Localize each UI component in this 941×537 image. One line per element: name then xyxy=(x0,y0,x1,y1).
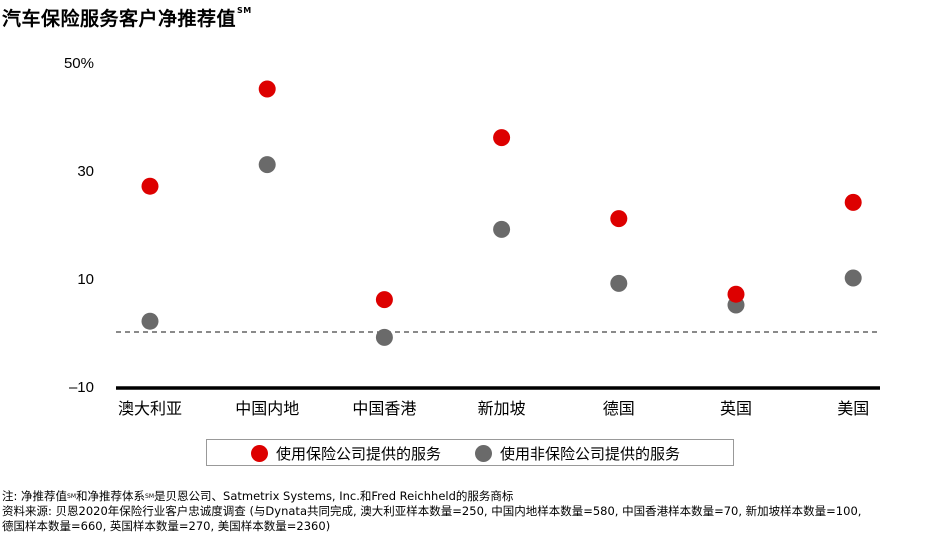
category-label: 中国香港 xyxy=(352,399,416,418)
note-line-2: 资料来源: 贝恩2020年保险行业客户忠诚度调查 (与Dynata共同完成, 澳… xyxy=(2,504,862,518)
note-line-1: 注: 净推荐值SM和净推荐体系SM是贝恩公司、Satmetrix Systems… xyxy=(2,489,514,503)
chart-title: 汽车保险服务客户净推荐值SM xyxy=(2,6,252,30)
x-axis-categories: 澳大利亚 中国内地 中国香港 新加坡 德国 英国 美国 xyxy=(118,399,869,418)
point-non-insurer xyxy=(375,328,393,346)
legend-label-insurer: 使用保险公司提供的服务 xyxy=(276,445,442,463)
point-non-insurer xyxy=(610,274,628,292)
category-label: 德国 xyxy=(603,399,635,418)
point-insurer xyxy=(493,129,511,147)
service-mark: SM xyxy=(237,6,252,15)
category-label: 英国 xyxy=(720,399,752,418)
y-tick-label: –10 xyxy=(69,379,94,396)
point-insurer xyxy=(610,210,628,228)
footnotes: 注: 净推荐值SM和净推荐体系SM是贝恩公司、Satmetrix Systems… xyxy=(2,489,861,534)
category-label: 澳大利亚 xyxy=(118,399,182,418)
legend-marker-gray-dot xyxy=(475,445,492,462)
y-tick-label: 50% xyxy=(64,55,94,72)
legend-marker-red-dot xyxy=(251,445,268,462)
legend-label-non-insurer: 使用非保险公司提供的服务 xyxy=(500,445,681,463)
point-non-insurer xyxy=(141,312,159,330)
category-label: 新加坡 xyxy=(478,399,526,418)
data-points xyxy=(141,80,862,346)
point-insurer xyxy=(375,291,393,309)
point-insurer xyxy=(141,177,159,195)
y-axis-ticks: 50% 30 10 –10 xyxy=(64,55,94,396)
legend: 使用保险公司提供的服务 使用非保险公司提供的服务 xyxy=(206,439,734,466)
category-label: 美国 xyxy=(837,399,869,418)
legend-item-non-insurer: 使用非保险公司提供的服务 xyxy=(475,443,680,464)
chart-area: 50% 30 10 –10 澳大利亚 中国内地 中国香港 新加坡 德国 英国 美国 xyxy=(64,55,880,418)
y-tick-label: 10 xyxy=(77,271,94,288)
point-insurer xyxy=(258,80,276,98)
note-line-3: 德国样本数量=660, 英国样本数量=270, 美国样本数量=2360) xyxy=(2,519,331,533)
legend-item-insurer: 使用保险公司提供的服务 xyxy=(251,443,441,464)
y-tick-label: 30 xyxy=(77,163,94,180)
point-non-insurer xyxy=(258,156,276,174)
point-insurer xyxy=(727,285,745,303)
category-label: 中国内地 xyxy=(235,399,299,418)
point-non-insurer xyxy=(844,269,862,287)
point-insurer xyxy=(844,193,862,211)
point-non-insurer xyxy=(493,220,511,238)
